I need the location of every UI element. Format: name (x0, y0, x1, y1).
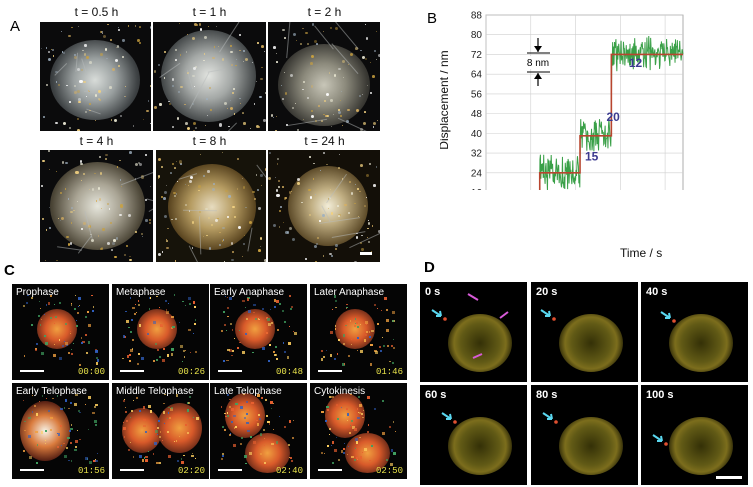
stage-time: 00:26 (177, 367, 205, 377)
tracking-frame: 0 s (420, 282, 527, 382)
tracking-frame: 60 s (420, 385, 527, 485)
magenta-arrow-icon (472, 353, 483, 359)
y-tick-label: 32 (471, 149, 483, 160)
timepoint-label: t = 2 h (307, 5, 342, 19)
x-axis-label: Time / s (620, 246, 663, 260)
cyan-arrow-icon (652, 434, 663, 442)
stage-time: 01:46 (375, 367, 403, 377)
frame-time: 0 s (425, 286, 441, 298)
mitosis-stage-image: Early Telophase 01:56 (12, 383, 109, 479)
timepoint-label: t = 4 h (79, 134, 114, 148)
cell-image-2h (268, 22, 380, 131)
step-fit-line (538, 53, 683, 190)
tracked-particle (554, 420, 558, 424)
displacement-chart: 08162432404856647280886.0756.0806.0856.0… (440, 11, 684, 190)
cell-image-4h (40, 150, 153, 262)
mitosis-stage-image: Metaphase 00:26 (112, 284, 209, 380)
step-size-label: 15 (585, 149, 599, 163)
y-tick-label: 40 (471, 129, 483, 140)
tracking-frame: 20 s (531, 282, 638, 382)
mitosis-stage-image: Late Telophase 02:40 (210, 383, 307, 479)
stage-time: 02:40 (275, 466, 303, 476)
stage-name: Later Anaphase (314, 287, 385, 298)
mitosis-stage-image: Cytokinesis 02:50 (310, 383, 407, 479)
timepoint-label: t = 24 h (304, 134, 345, 148)
timepoint-label: t = 1 h (192, 5, 227, 19)
scale-bar (360, 252, 372, 255)
frame-time: 100 s (646, 389, 674, 401)
cell-image-1h (153, 22, 266, 131)
tracked-particle (453, 420, 457, 424)
scale-bar (716, 476, 742, 479)
scale-bar (120, 370, 144, 372)
scale-bar (20, 469, 44, 471)
cyan-arrow-icon (431, 309, 442, 317)
step-size-label: 20 (606, 110, 620, 124)
y-axis-label: Displacement / nm (440, 50, 451, 149)
cell-image-0.5h (40, 22, 151, 131)
step-size-label: 16 (529, 189, 543, 190)
tracked-particle (552, 317, 556, 321)
y-tick-label: 48 (471, 109, 483, 120)
magenta-arrow-icon (499, 311, 509, 319)
timepoint-label: t = 0.5 h (74, 5, 119, 19)
tracking-frame: 40 s (641, 282, 748, 382)
stage-name: Cytokinesis (314, 386, 366, 397)
timepoint-label: t = 8 h (192, 134, 227, 148)
magenta-arrow-icon (467, 293, 479, 301)
stage-time: 02:20 (177, 466, 205, 476)
stage-time: 00:00 (77, 367, 105, 377)
cell-image-8h (156, 150, 266, 262)
y-tick-label: 56 (471, 89, 483, 100)
tracked-particle (664, 442, 668, 446)
scale-bar (20, 370, 44, 372)
y-tick-label: 72 (471, 50, 483, 61)
stage-time: 00:48 (275, 367, 303, 377)
panel-c-label: C (4, 262, 15, 279)
scale-annotation: 8 nm (526, 38, 550, 86)
cyan-arrow-icon (542, 412, 553, 420)
scale-bar (318, 469, 342, 471)
y-tick-label: 80 (471, 30, 483, 41)
cyan-arrow-icon (660, 311, 671, 319)
panel-d-label: D (424, 259, 435, 276)
frame-time: 60 s (425, 389, 447, 401)
cell-image-24h (268, 150, 380, 262)
stage-time: 02:50 (375, 466, 403, 476)
tracked-particle (672, 319, 676, 323)
stage-name: Early Telophase (16, 386, 87, 397)
y-tick-label: 24 (471, 168, 483, 179)
frame-time: 80 s (536, 389, 558, 401)
panel-b-label: B (427, 10, 438, 27)
tracking-frame: 100 s (641, 385, 748, 485)
scale-bar (318, 370, 342, 372)
mitosis-stage-image: Middle Telophase 02:20 (112, 383, 209, 479)
displacement-trace (539, 35, 684, 190)
stage-name: Metaphase (116, 287, 166, 298)
cyan-arrow-icon (441, 412, 452, 420)
plot-area (485, 14, 684, 190)
cyan-arrow-icon (540, 309, 551, 317)
stage-name: Early Anaphase (214, 287, 285, 298)
scale-bar (120, 469, 144, 471)
mitosis-stage-image: Prophase 00:00 (12, 284, 109, 380)
frame-time: 40 s (646, 286, 668, 298)
step-size-label: 12 (629, 56, 643, 70)
frame-time: 20 s (536, 286, 558, 298)
scale-bar (218, 469, 242, 471)
tracked-particle (443, 317, 447, 321)
panel-a-label: A (10, 18, 21, 35)
y-tick-label: 64 (471, 70, 483, 81)
tracking-frame: 80 s (531, 385, 638, 485)
y-tick-label: 88 (471, 11, 483, 22)
scale-annotation-text: 8 nm (527, 58, 549, 69)
stage-name: Middle Telophase (116, 386, 194, 397)
scale-bar (218, 370, 242, 372)
mitosis-stage-image: Later Anaphase 01:46 (310, 284, 407, 380)
stage-name: Prophase (16, 287, 59, 298)
mitosis-stage-image: Early Anaphase 00:48 (210, 284, 307, 380)
y-tick-label: 16 (471, 188, 483, 190)
stage-name: Late Telophase (214, 386, 282, 397)
stage-time: 01:56 (77, 466, 105, 476)
